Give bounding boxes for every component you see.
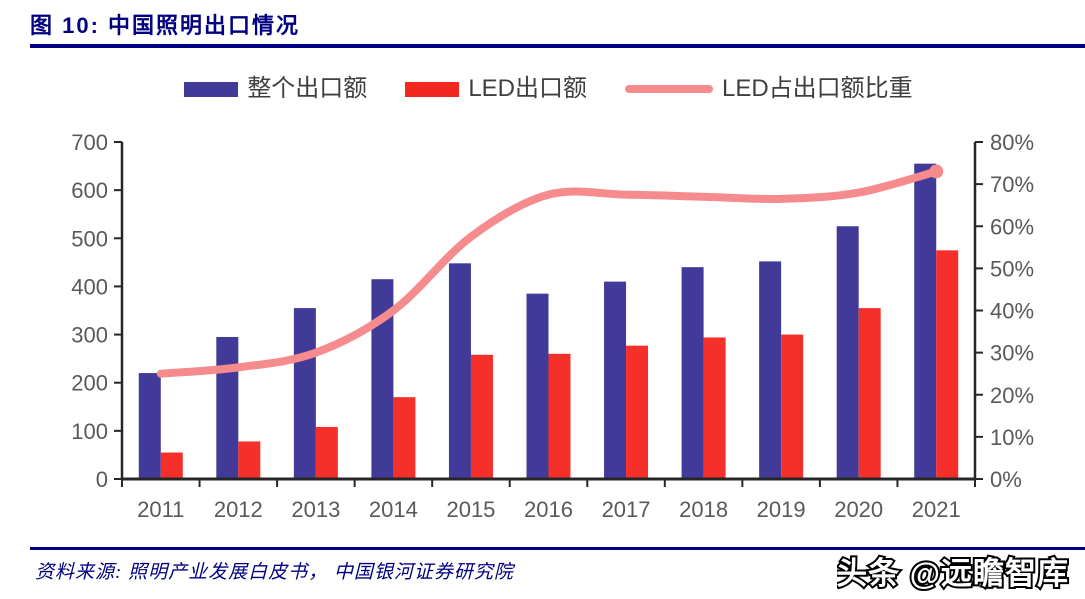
total-export-bar xyxy=(836,226,859,479)
watermark-text: 头条 @远瞻智库 xyxy=(837,556,1069,591)
total-export-bar xyxy=(293,308,316,479)
source-text: 资料来源: 照明产业发展白皮书， 中国银河证券研究院 xyxy=(35,562,514,583)
led-export-bar xyxy=(160,452,183,479)
x-axis-label: 2011 xyxy=(137,497,184,522)
right-axis-label: 0% xyxy=(990,467,1022,492)
watermark: 头条 @远瞻智库 xyxy=(837,554,1070,593)
total-export-bar xyxy=(138,373,161,479)
right-axis-label: 50% xyxy=(990,256,1034,281)
x-axis-label: 2018 xyxy=(679,497,728,522)
x-axis-label: 2012 xyxy=(214,497,263,522)
legend-swatch-led-share-line-icon xyxy=(625,85,713,93)
right-axis-label: 30% xyxy=(990,341,1034,366)
right-axis-label: 40% xyxy=(990,299,1034,324)
x-axis-label: 2015 xyxy=(446,497,495,522)
legend-item-led-export: LED出口额 xyxy=(405,77,587,101)
left-axis-label: 600 xyxy=(71,178,108,203)
led-export-bar xyxy=(315,427,338,479)
total-export-bar xyxy=(681,267,704,479)
right-axis-label: 60% xyxy=(990,214,1034,239)
total-export-bar xyxy=(526,293,549,479)
legend-label-led-share: LED占出口额比重 xyxy=(722,75,913,102)
led-export-bar xyxy=(703,337,726,479)
left-axis-label: 300 xyxy=(71,323,108,348)
x-axis-label: 2014 xyxy=(369,497,418,522)
right-axis-label: 70% xyxy=(990,172,1034,197)
total-export-bar xyxy=(448,263,471,479)
total-export-bar xyxy=(759,261,782,479)
legend-swatch-total-export-icon xyxy=(184,81,239,97)
led-share-line xyxy=(156,167,941,378)
legend-swatch-led-export-icon xyxy=(405,81,460,97)
led-export-bar xyxy=(781,334,804,479)
footer-divider xyxy=(30,547,1085,550)
left-axis-label: 700 xyxy=(71,130,108,155)
legend-item-total-export: 整个出口额 xyxy=(184,77,367,101)
left-axis-label: 500 xyxy=(71,226,108,251)
x-axis-label: 2019 xyxy=(757,497,806,522)
left-axis-label: 400 xyxy=(71,274,108,299)
legend-item-led-share: LED占出口额比重 xyxy=(625,77,913,101)
x-axis-label: 2013 xyxy=(291,497,340,522)
x-axis-label: 2017 xyxy=(602,497,651,522)
x-axis-label: 2021 xyxy=(912,497,961,522)
led-export-bar xyxy=(626,345,649,479)
led-export-bar xyxy=(936,250,959,479)
left-axis-label: 200 xyxy=(71,371,108,396)
title-divider xyxy=(30,44,1085,48)
led-export-bar xyxy=(238,441,261,479)
led-export-bar xyxy=(470,354,493,479)
left-axis-label: 0 xyxy=(96,467,108,492)
right-axis-label: 80% xyxy=(990,130,1034,155)
led-export-bar xyxy=(858,308,881,479)
chart-legend: 整个出口额 LED出口额 LED占出口额比重 xyxy=(122,74,975,104)
x-axis-label: 2020 xyxy=(834,497,883,522)
total-export-bar xyxy=(604,281,627,479)
led-export-bar xyxy=(393,397,416,479)
legend-label-led-export: LED出口额 xyxy=(468,75,587,102)
led-share-line-endpoint xyxy=(929,164,944,179)
right-axis-label: 20% xyxy=(990,383,1034,408)
total-export-bar xyxy=(371,279,394,479)
chart-canvas: 0 100 200 300 400 500 600 700 0% 10% 20% 30% 40% 50% 6… xyxy=(71,130,1034,522)
left-axis-label: 100 xyxy=(71,419,108,444)
total-export-bar xyxy=(216,336,239,479)
total-export-bar xyxy=(914,163,937,479)
led-export-bar xyxy=(548,353,571,479)
x-axis-label: 2016 xyxy=(524,497,573,522)
legend-label-total-export: 整个出口额 xyxy=(247,75,368,102)
figure-title: 图 10: 中国照明出口情况 xyxy=(30,13,301,38)
right-axis-label: 10% xyxy=(990,425,1034,450)
